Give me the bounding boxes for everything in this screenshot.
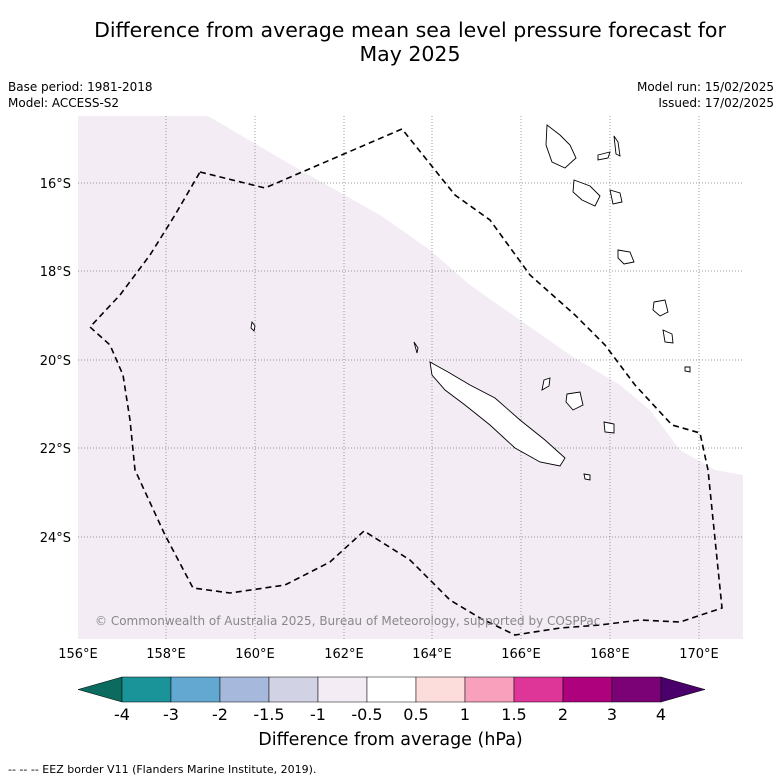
map-area <box>78 116 743 639</box>
colorbar-tick-label: -1 <box>310 705 326 724</box>
espiritu-santo-island <box>545 124 577 169</box>
lat-tick-label: 20°S <box>40 354 71 369</box>
erromango-island <box>617 249 635 265</box>
lon-tick-labels: 156°E 158°E 160°E 162°E 164°E 166°E 168°… <box>58 647 719 662</box>
tanna-island <box>662 329 674 344</box>
lon-tick-label: 162°E <box>324 647 364 662</box>
colorbar-segment <box>611 676 662 703</box>
isle-of-pines <box>583 473 591 481</box>
colorbar-segment <box>366 676 417 703</box>
base-period: Base period: 1981-2018 <box>8 80 153 94</box>
new-caledonia-island <box>429 361 566 467</box>
efate-island <box>609 189 623 205</box>
lat-tick-label: 16°S <box>40 177 71 192</box>
colorbar-tick-label: 0.5 <box>403 705 429 724</box>
ouvea-island <box>541 377 551 391</box>
colorbar <box>77 676 706 703</box>
lon-tick-label: 166°E <box>501 647 541 662</box>
lifou-island <box>565 391 584 411</box>
issued-date: Issued: 17/02/2025 <box>658 96 774 110</box>
malakula-island <box>572 179 601 207</box>
aneityum-island <box>652 299 669 317</box>
colorbar-tick-label: -1.5 <box>253 705 285 724</box>
copyright-notice: © Commonwealth of Australia 2025, Bureau… <box>95 614 601 628</box>
colorbar-segment <box>317 676 368 703</box>
ambae-island <box>597 151 611 161</box>
lon-tick-label: 168°E <box>590 647 630 662</box>
meta-right: Model run: 15/02/2025 Issued: 17/02/2025 <box>637 79 774 111</box>
colorbar-tick-label: -0.5 <box>351 705 383 724</box>
colorbar-tick-label: 4 <box>655 705 667 724</box>
colorbar-segment <box>219 676 270 703</box>
lat-tick-labels: 16°S 18°S 20°S 22°S 24°S <box>40 177 71 546</box>
coastlines <box>250 124 691 481</box>
chesterfield-islet <box>250 320 256 332</box>
title-line-2: May 2025 <box>359 42 461 66</box>
lon-tick-label: 158°E <box>146 647 186 662</box>
colorbar-segment <box>415 676 466 703</box>
lon-tick-label: 164°E <box>412 647 452 662</box>
title-line-1: Difference from average mean sea level p… <box>94 18 726 42</box>
colorbar-segment <box>464 676 515 703</box>
lat-tick-label: 24°S <box>40 531 71 546</box>
colorbar-extension-low <box>77 676 123 703</box>
colorbar-tick-label: -4 <box>114 705 130 724</box>
colorbar-label: Difference from average (hPa) <box>258 730 523 750</box>
colorbar-segment <box>170 676 221 703</box>
belep-islands <box>413 341 419 354</box>
colorbar-tick-label: -3 <box>163 705 179 724</box>
model-run: Model run: 15/02/2025 <box>636 80 774 94</box>
matthew-islet <box>684 366 691 373</box>
eez-legend-note: -- -- -- EEZ border V11 (Flanders Marine… <box>8 763 317 776</box>
colorbar-segment <box>513 676 564 703</box>
lat-tick-label: 22°S <box>40 442 71 457</box>
colorbar-tick-label: 2 <box>557 705 569 724</box>
colorbar-segment <box>121 676 172 703</box>
colorbar-segment <box>562 676 613 703</box>
colorbar-tick-label: -2 <box>212 705 228 724</box>
meta-left: Base period: 1981-2018 Model: ACCESS-S2 <box>8 79 153 111</box>
chart-title: Difference from average mean sea level p… <box>40 18 780 66</box>
lon-tick-label: 170°E <box>679 647 719 662</box>
colorbar-segment <box>268 676 319 703</box>
mare-island <box>603 421 615 434</box>
lon-tick-label: 156°E <box>58 647 98 662</box>
colorbar-tick-label: 1.5 <box>501 705 527 724</box>
colorbar-tick-label: 1 <box>459 705 471 724</box>
lon-tick-label: 160°E <box>235 647 275 662</box>
colorbar-extension-high <box>660 676 706 703</box>
model-name: Model: ACCESS-S2 <box>8 96 120 110</box>
graticule <box>78 116 743 639</box>
lat-tick-label: 18°S <box>40 265 71 280</box>
colorbar-tick-label: 3 <box>606 705 618 724</box>
eez-border <box>88 128 723 636</box>
pentecost-island <box>613 135 621 157</box>
anomaly-shading <box>78 116 743 639</box>
